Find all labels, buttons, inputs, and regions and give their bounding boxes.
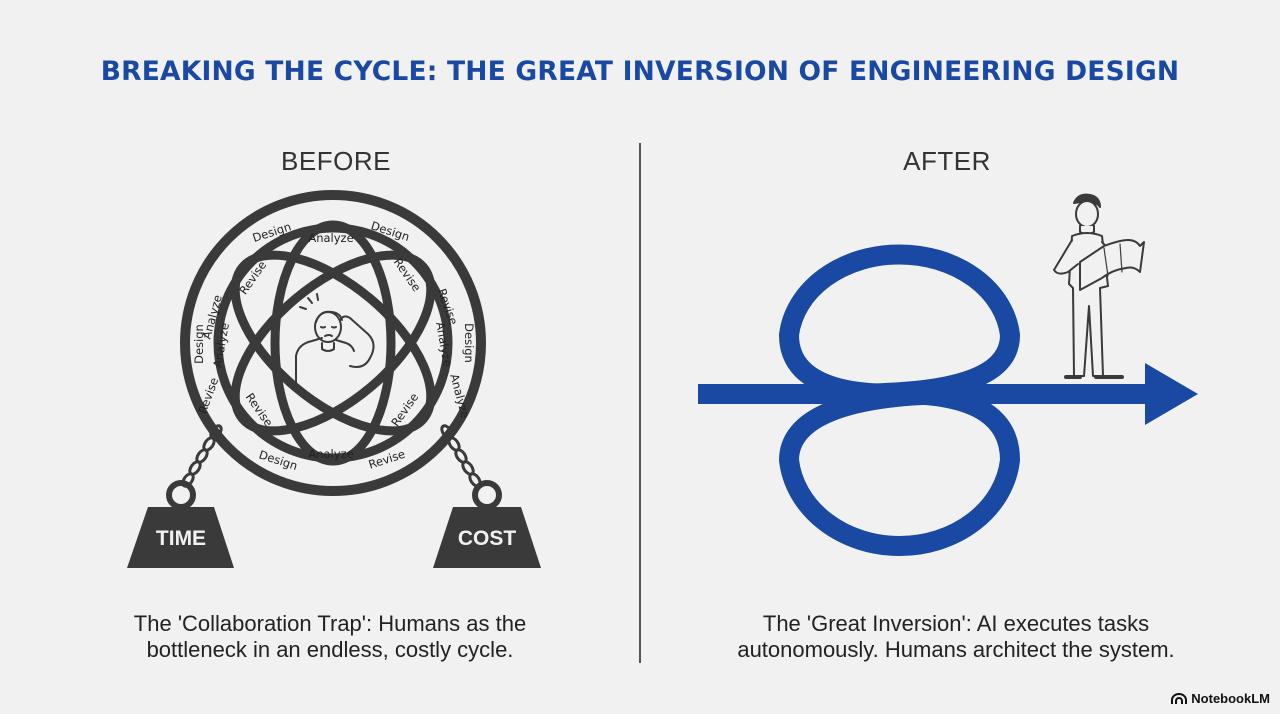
time-weight: TIME	[127, 480, 234, 568]
architect-person-icon	[1053, 193, 1145, 379]
cycle-label-analyze: Analyze	[308, 231, 353, 245]
loop-arrow	[698, 244, 1150, 556]
after-heading: AFTER	[903, 146, 991, 176]
after-caption-line: The 'Great Inversion': AI executes tasks	[762, 611, 1150, 636]
after-inversion-diagram	[698, 193, 1198, 556]
notebooklm-logo-icon	[1171, 692, 1188, 704]
before-caption: The 'Collaboration Trap': Humans as the …	[50, 611, 610, 663]
cycle-label-analyze: Analyze	[308, 447, 353, 461]
arrowhead	[1145, 363, 1198, 425]
before-caption-line: bottleneck in an endless, costly cycle.	[146, 637, 514, 662]
after-caption-line: autonomously. Humans architect the syste…	[737, 637, 1175, 662]
time-weight-label: TIME	[156, 527, 206, 550]
cost-weight-label: COST	[458, 527, 517, 550]
before-caption-line: The 'Collaboration Trap': Humans as the	[133, 611, 527, 636]
panel-divider	[639, 143, 641, 663]
cycle-label-design: Design	[192, 324, 206, 364]
after-caption: The 'Great Inversion': AI executes tasks…	[676, 611, 1236, 663]
cycle-label-design: Design	[462, 323, 476, 363]
cost-weight: COST	[433, 480, 541, 568]
notebooklm-brand: NotebookLM	[1171, 691, 1270, 706]
page-title: BREAKING THE CYCLE: THE GREAT INVERSION …	[100, 56, 1180, 87]
brand-label: NotebookLM	[1191, 691, 1270, 706]
stressed-person-icon	[295, 293, 375, 391]
before-heading: BEFORE	[281, 146, 391, 176]
before-cycle-diagram: Design Design Analyze Revise Revise Anal…	[127, 190, 541, 568]
